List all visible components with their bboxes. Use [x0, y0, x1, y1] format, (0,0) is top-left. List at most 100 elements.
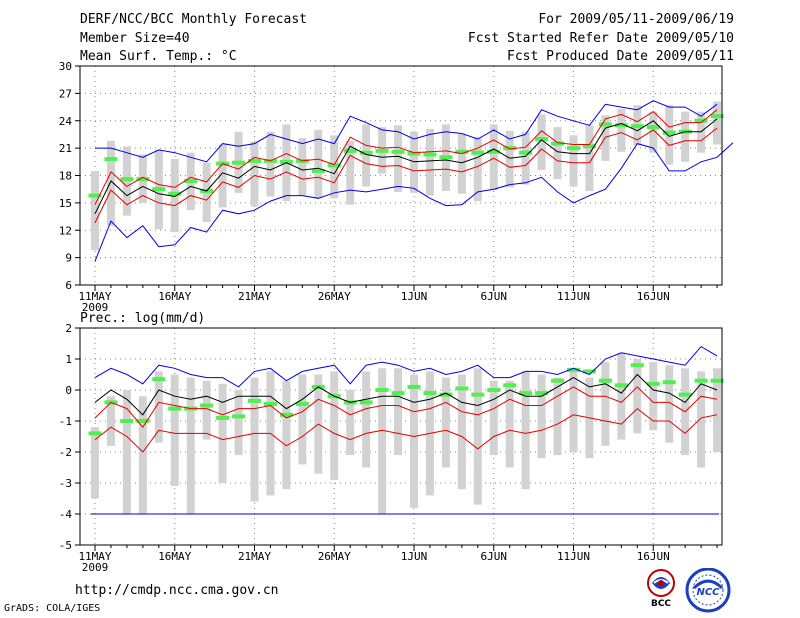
- temp-clim-mark: [232, 160, 246, 165]
- precip-clim-mark: [678, 392, 692, 397]
- precip-box: [633, 359, 642, 434]
- temp-clim-mark: [359, 150, 373, 155]
- temp-ytick-label: 15: [59, 197, 72, 210]
- temp-clim-mark: [88, 193, 102, 198]
- temp-ytick-label: 24: [59, 115, 73, 128]
- precip-clim-mark: [487, 388, 501, 392]
- temp-box: [489, 124, 498, 191]
- precip-clim-mark: [694, 378, 708, 383]
- temp-clim-mark: [168, 191, 182, 196]
- precip-ytick-label: 1: [65, 353, 72, 366]
- precip-clim-mark: [248, 398, 261, 403]
- temp-clim-mark: [582, 144, 596, 149]
- precip-box: [122, 390, 131, 514]
- temp-clim-mark: [455, 149, 469, 154]
- temp-clim-mark: [710, 114, 724, 119]
- temp-ytick-label: 18: [59, 170, 72, 183]
- precip-lower-quartile-line: [94, 407, 718, 453]
- temp-xtick-label: 11JUN: [557, 290, 590, 303]
- precip-xtick-label: 6JUN: [481, 550, 508, 563]
- precip-clim-mark: [423, 391, 437, 396]
- temp-clim-mark: [551, 141, 565, 146]
- precip-box: [617, 352, 626, 440]
- precip-box: [154, 371, 163, 443]
- precip-box: [521, 371, 530, 490]
- temp-clim-mark: [120, 177, 134, 182]
- precip-clim-mark: [232, 414, 246, 419]
- precip-clim-mark: [662, 380, 676, 385]
- precip-upper-quartile-line: [94, 386, 718, 429]
- precip-clim-mark: [630, 363, 644, 368]
- temp-max-line: [95, 100, 718, 163]
- temp-box: [521, 131, 530, 185]
- precip-clim-mark: [407, 384, 421, 389]
- temp-clim-mark: [598, 122, 612, 127]
- precip-clim-mark: [88, 431, 102, 436]
- precip-box: [346, 390, 355, 456]
- precip-xtick-label: 16MAY: [158, 550, 191, 563]
- temp-clim-mark: [407, 151, 421, 156]
- temp-box: [298, 138, 307, 196]
- temp-clim-mark: [567, 146, 580, 151]
- temp-box: [473, 137, 482, 202]
- precip-box: [537, 374, 546, 459]
- precip-box: [601, 362, 610, 446]
- precip-box: [91, 427, 99, 499]
- precip-clim-mark: [295, 401, 309, 406]
- precip-box: [553, 377, 562, 456]
- precip-clim-mark: [598, 378, 612, 383]
- precip-box: [138, 396, 147, 514]
- precip-box: [106, 396, 115, 446]
- precip-clim-mark: [535, 391, 549, 396]
- temp-box: [91, 170, 99, 251]
- precip-clim-mark: [216, 415, 230, 420]
- temp-clim-mark: [487, 149, 501, 154]
- temp-clim-mark: [391, 149, 405, 154]
- temp-ytick-label: 6: [65, 279, 72, 292]
- temp-box: [362, 124, 371, 187]
- precip-clim-mark: [551, 378, 565, 383]
- temp-box: [266, 131, 275, 197]
- precip-ytick-label: -2: [59, 446, 72, 459]
- ncc-logo-text: NCC: [696, 587, 720, 598]
- temp-clim-mark: [646, 125, 660, 130]
- temp-box: [585, 125, 594, 192]
- precip-clim-mark: [279, 412, 293, 417]
- temp-lower-quartile-line: [94, 127, 718, 224]
- bcc-logo-text: BCC: [651, 599, 671, 608]
- precip-clim-mark: [120, 419, 134, 423]
- precip-clim-mark: [503, 383, 517, 388]
- precip-clim-mark: [710, 378, 724, 383]
- precip-xtick-label: 26MAY: [318, 550, 351, 563]
- precip-box: [218, 383, 227, 483]
- chart-title: DERF/NCC/BCC Monthly Forecast: [80, 12, 307, 27]
- precip-clim-mark: [359, 400, 373, 405]
- temp-ytick-label: 21: [59, 142, 72, 155]
- temp-clim-mark: [614, 123, 628, 128]
- temp-box: [394, 125, 403, 192]
- temp-box: [617, 108, 626, 152]
- precip-clim-mark: [375, 388, 389, 392]
- temp-upper-quartile-line: [94, 109, 718, 205]
- temp-ytick-label: 12: [59, 224, 72, 237]
- temp-box: [314, 129, 323, 199]
- temp-xtick-year: 2009: [82, 301, 109, 314]
- temp-ytick-label: 30: [59, 60, 72, 73]
- precip-ytick-label: 0: [65, 384, 72, 397]
- temp-clim-mark: [662, 130, 676, 135]
- precip-xtick-label: 1JUN: [401, 550, 428, 563]
- temp-box: [457, 133, 466, 194]
- temp-xtick-label: 26MAY: [318, 290, 351, 303]
- temp-clim-mark: [535, 137, 549, 141]
- temp-box: [665, 105, 674, 165]
- source-url: http://cmdp.ncc.cma.gov.cn: [75, 583, 279, 598]
- temp-xtick-label: 11MAY: [78, 290, 111, 303]
- precip-clim-mark: [646, 381, 660, 386]
- precip-ytick-label: 2: [65, 322, 72, 335]
- precip-clim-mark: [263, 401, 277, 406]
- temp-xtick-label: 16JUN: [637, 290, 670, 303]
- precip-box: [457, 374, 466, 490]
- precip-box: [282, 380, 291, 490]
- temp-clim-mark: [519, 150, 533, 155]
